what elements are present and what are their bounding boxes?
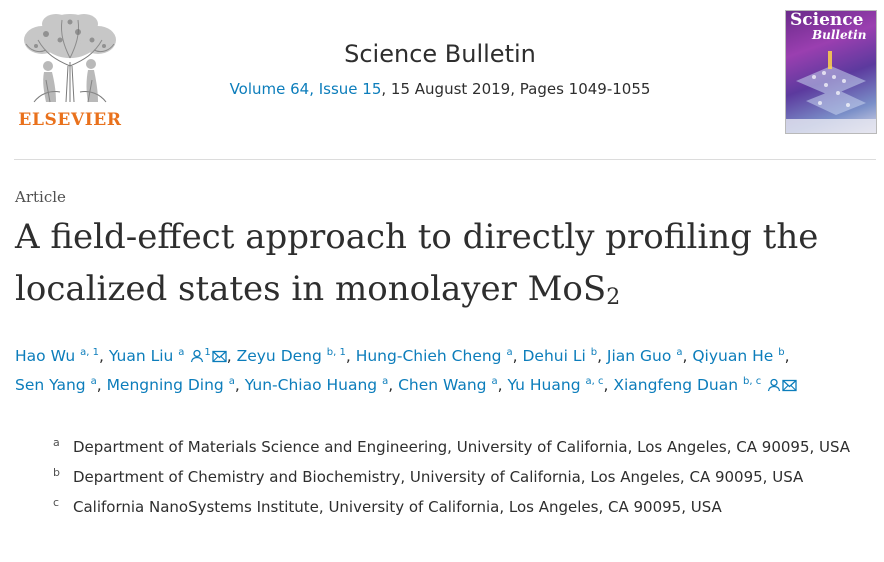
affiliation-item: c California NanoSystems Institute, Unive… (15, 492, 875, 522)
volume-issue-link[interactable]: Volume 64, Issue 15 (229, 80, 382, 98)
affiliation-label: b (53, 466, 60, 479)
author-separator: , (784, 347, 790, 365)
author-name: Zeyu Deng (236, 347, 322, 365)
author-link[interactable]: Mengning Ding a (107, 376, 235, 394)
author-name: Mengning Ding (106, 376, 224, 394)
affiliation-text: California NanoSystems Institute, Univer… (73, 498, 722, 516)
author-affiliation-sup: a, 1 (80, 347, 99, 358)
journal-block: Science Bulletin Volume 64, Issue 15, 15… (140, 40, 740, 98)
author-link[interactable]: Yuan Liu a 1 (109, 347, 227, 365)
author-link[interactable]: Yu Huang a, c (507, 376, 603, 394)
article-title: A field-effect approach to directly prof… (15, 211, 875, 315)
author-separator: , (226, 347, 237, 365)
author-name: Qiyuan He (692, 347, 774, 365)
author-affiliation-sup: a (178, 347, 185, 358)
author-separator: , (96, 376, 107, 394)
mail-icon[interactable] (782, 379, 797, 392)
author-affiliation-sup: b, c (743, 376, 762, 387)
author-affiliation-sup: a (228, 376, 235, 387)
author-affiliation-sup: b, 1 (326, 347, 346, 358)
publisher-name: ELSEVIER (18, 110, 122, 130)
journal-cover-image[interactable]: Science Bulletin (785, 10, 877, 134)
author-name: Hao Wu (15, 347, 76, 365)
affiliation-text: Department of Chemistry and Biochemistry… (73, 468, 804, 486)
author-separator: , (345, 347, 356, 365)
cover-title: Science Bulletin (790, 10, 867, 43)
author-separator: , (597, 347, 607, 365)
person-icon[interactable] (190, 349, 204, 363)
journal-title-link[interactable]: Science Bulletin (344, 40, 536, 68)
author-separator: , (98, 347, 109, 365)
author-name: Xiangfeng Duan (613, 376, 739, 394)
author-separator: , (234, 376, 245, 394)
affiliation-label: c (53, 496, 60, 509)
author-link[interactable]: Zeyu Deng b, 1 (237, 347, 346, 365)
author-note-sup: 1 (204, 347, 211, 358)
author-separator: , (388, 376, 399, 394)
author-name: Yuan Liu (108, 347, 174, 365)
issue-date-pages: , 15 August 2019, Pages 1049-1055 (381, 80, 651, 98)
author-affiliation-sup: a (491, 376, 498, 387)
affiliation-text: Department of Materials Science and Engi… (73, 438, 851, 456)
affiliation-item: b Department of Chemistry and Biochemistr… (15, 462, 875, 492)
author-separator: , (603, 376, 614, 394)
article-type: Article (15, 188, 66, 206)
author-link[interactable]: Sen Yang a (15, 376, 97, 394)
author-link[interactable]: Hung-Chieh Cheng a (356, 347, 513, 365)
author-name: Yun-Chiao Huang (244, 376, 378, 394)
author-affiliation-sup: a (506, 347, 513, 358)
author-link[interactable]: Chen Wang a (398, 376, 498, 394)
author-name: Dehui Li (522, 347, 586, 365)
author-separator: , (682, 347, 693, 365)
author-link[interactable]: Hao Wu a, 1 (15, 347, 99, 365)
author-separator: , (497, 376, 508, 394)
author-link[interactable]: Jian Guo a (607, 347, 683, 365)
author-affiliation-sup: b (590, 347, 598, 358)
issue-line: Volume 64, Issue 15, 15 August 2019, Pag… (140, 80, 740, 98)
cover-title-line2: Bulletin (812, 28, 867, 42)
author-name: Chen Wang (398, 376, 487, 394)
author-link[interactable]: Yun-Chiao Huang a (245, 376, 389, 394)
cover-title-line1: Science (790, 10, 864, 30)
author-name: Yu Huang (507, 376, 581, 394)
publisher-logo[interactable]: ELSEVIER (14, 10, 126, 134)
cover-artwork (786, 51, 876, 133)
author-affiliation-sup: a (382, 376, 389, 387)
affiliation-item: a Department of Materials Science and Eng… (15, 432, 875, 462)
author-affiliation-sup: a (90, 376, 97, 387)
author-name: Jian Guo (606, 347, 672, 365)
mail-icon[interactable] (212, 350, 227, 363)
author-name: Hung-Chieh Cheng (355, 347, 502, 365)
article-title-subscript: 2 (606, 285, 621, 310)
author-name: Sen Yang (15, 376, 86, 394)
author-link[interactable]: Xiangfeng Duan b, c (613, 376, 797, 394)
author-affiliation-sup: a (676, 347, 683, 358)
author-link[interactable]: Dehui Li b (522, 347, 597, 365)
author-affiliation-sup: a, c (585, 376, 604, 387)
author-link[interactable]: Qiyuan He b (692, 347, 784, 365)
elsevier-tree-logo (16, 10, 124, 104)
person-icon[interactable] (767, 378, 781, 392)
header-divider (14, 159, 876, 160)
author-list: Hao Wu a, 1, Yuan Liu a 1, Zeyu Deng b, … (15, 342, 875, 400)
affiliation-list: a Department of Materials Science and Eng… (15, 432, 875, 522)
article-title-text: A field-effect approach to directly prof… (15, 217, 819, 309)
author-separator: , (512, 347, 523, 365)
affiliation-label: a (53, 436, 60, 449)
author-affiliation-sup: b (778, 347, 785, 358)
